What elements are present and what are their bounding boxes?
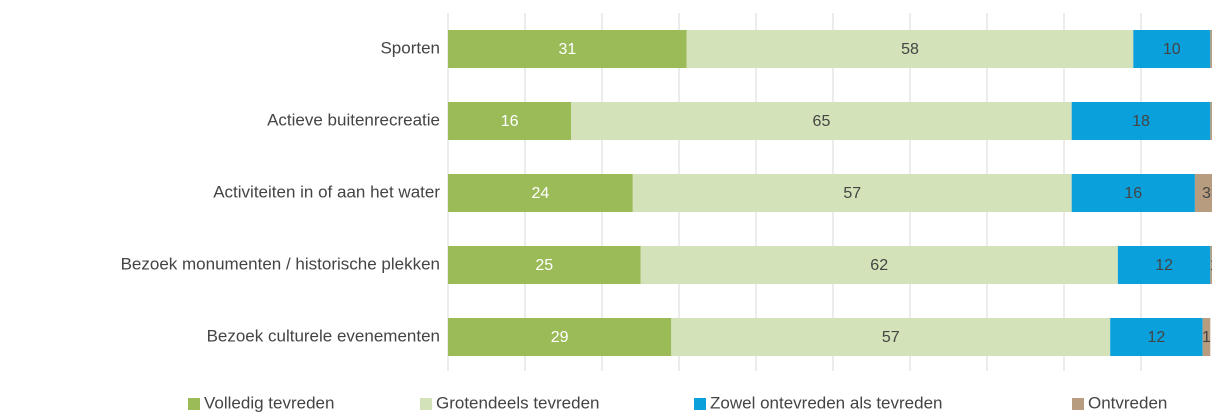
legend-label: Volledig tevreden bbox=[204, 393, 334, 412]
data-label: 16 bbox=[1124, 185, 1142, 202]
data-label: 57 bbox=[843, 185, 861, 202]
bar-segment bbox=[1110, 318, 1203, 356]
data-label: 16 bbox=[501, 113, 519, 130]
legend-label: Zowel ontevreden als tevreden bbox=[710, 393, 942, 412]
legend-swatch bbox=[1072, 398, 1084, 410]
data-label: 18 bbox=[1132, 113, 1150, 130]
data-label: 1 bbox=[1210, 257, 1212, 274]
legend-swatch bbox=[188, 398, 200, 410]
data-label: 1 bbox=[1202, 329, 1211, 346]
data-label: 10 bbox=[1163, 41, 1181, 58]
bar-segment bbox=[671, 318, 1111, 356]
bar-segment bbox=[1210, 246, 1212, 284]
y-tick-label: Bezoek culturele evenementen bbox=[207, 326, 440, 345]
bar-segment bbox=[1194, 174, 1212, 212]
bar-segment bbox=[571, 102, 1072, 140]
bar-segment bbox=[448, 30, 687, 68]
bar-segment bbox=[1133, 30, 1211, 68]
y-tick-label: Actieve buitenrecreatie bbox=[267, 110, 440, 129]
data-label: 57 bbox=[882, 329, 900, 346]
legend-swatch bbox=[420, 398, 432, 410]
bar-segment bbox=[686, 30, 1134, 68]
data-label: 58 bbox=[901, 41, 919, 58]
bar-segment bbox=[1071, 102, 1211, 140]
bar-segment bbox=[1210, 102, 1212, 140]
y-tick-label: Activiteiten in of aan het water bbox=[213, 182, 440, 201]
bar-segment bbox=[448, 246, 641, 284]
data-label: 31 bbox=[558, 41, 576, 58]
bar-segment bbox=[448, 318, 672, 356]
data-label: 24 bbox=[532, 185, 550, 202]
bar-segment bbox=[1202, 318, 1211, 356]
bar-segment bbox=[632, 174, 1072, 212]
legend-label: Grotendeels tevreden bbox=[436, 393, 600, 412]
data-label: 12 bbox=[1155, 257, 1173, 274]
data-label: 62 bbox=[870, 257, 888, 274]
data-label: 12 bbox=[1148, 329, 1166, 346]
data-label: 29 bbox=[551, 329, 569, 346]
bar-segment bbox=[640, 246, 1118, 284]
bar-segment bbox=[1210, 30, 1212, 68]
bar-segment bbox=[448, 102, 572, 140]
y-tick-label: Bezoek monumenten / historische plekken bbox=[121, 254, 440, 273]
bar-segment bbox=[448, 174, 633, 212]
bar-segment bbox=[1117, 246, 1211, 284]
data-label: 65 bbox=[813, 113, 831, 130]
legend-label: Ontvreden bbox=[1088, 393, 1167, 412]
data-label: 25 bbox=[535, 257, 553, 274]
y-tick-label: Sporten bbox=[380, 38, 440, 57]
data-label: 3 bbox=[1202, 185, 1211, 202]
bar-segment bbox=[1071, 174, 1195, 212]
legend-swatch bbox=[694, 398, 706, 410]
